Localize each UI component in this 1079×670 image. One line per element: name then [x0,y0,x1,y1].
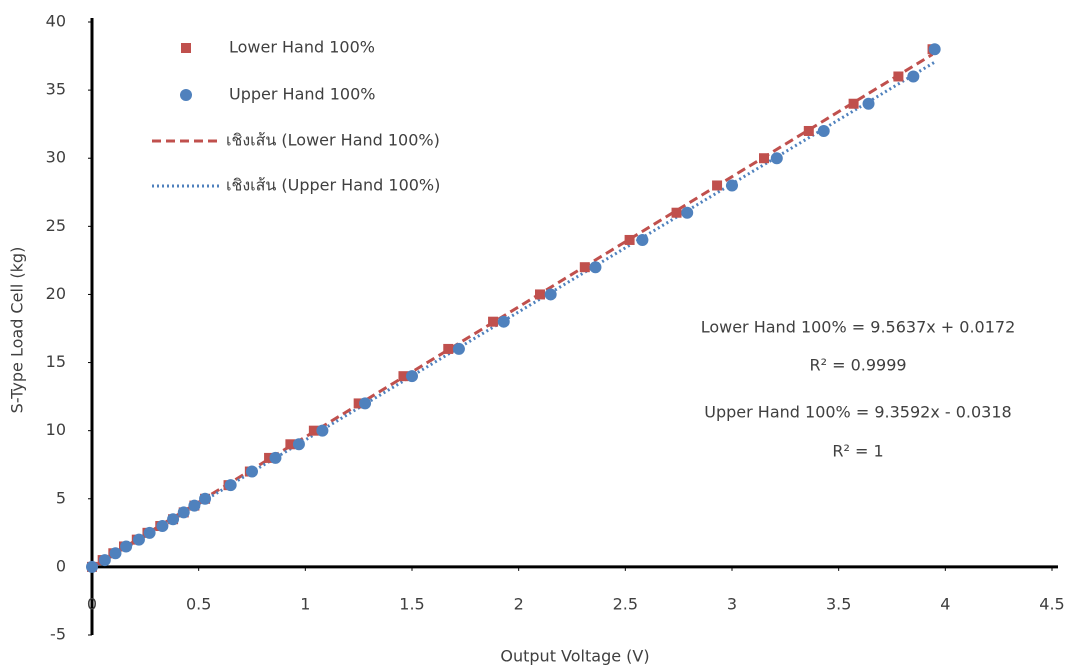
x-tick-label: 4.5 [1039,595,1064,614]
legend-label: Lower Hand 100% [229,38,375,57]
point [929,43,941,55]
annotation: Upper Hand 100% = 9.3592x - 0.0318 [704,403,1011,422]
point [712,180,722,190]
y-tick-label: 40 [46,12,66,31]
point [246,466,258,478]
annotation: Lower Hand 100% = 9.5637x + 0.0172 [701,318,1016,337]
legend-marker [180,89,192,101]
point [818,125,830,137]
point [893,71,903,81]
x-axis-title: Output Voltage (V) [500,647,649,666]
point [804,126,814,136]
point [589,261,601,273]
point [293,438,305,450]
annotation: R² = 1 [832,442,883,461]
point [167,513,179,525]
point [316,425,328,437]
point [156,520,168,532]
point [849,99,859,109]
point [681,207,693,219]
point [453,343,465,355]
point [109,547,121,559]
y-tick-label: -5 [50,625,66,644]
x-tick-label: 3 [727,595,737,614]
y-tick-label: 35 [46,80,66,99]
y-tick-label: 30 [46,148,66,167]
point [133,534,145,546]
chart: Output Voltage (V) S-Type Load Cell (kg)… [0,0,1079,670]
legend-marker [181,43,191,53]
legend-label: เชิงเส้น (Upper Hand 100%) [226,176,440,195]
x-tick-label: 4 [940,595,950,614]
point [178,506,190,518]
x-tick-label: 1 [300,595,310,614]
point [269,452,281,464]
point [359,397,371,409]
point [726,179,738,191]
point [863,98,875,110]
point [199,493,211,505]
x-tick-label: 0 [87,595,97,614]
point [636,234,648,246]
y-tick-label: 5 [56,488,66,507]
point [535,289,545,299]
point [99,554,111,566]
point [771,152,783,164]
point [188,500,200,512]
annotation: R² = 0.9999 [809,356,906,375]
x-tick-label: 2 [514,595,524,614]
point [545,288,557,300]
point [672,208,682,218]
x-tick-label: 0.5 [186,595,211,614]
legend-label: เชิงเส้น (Lower Hand 100%) [226,131,440,150]
y-tick-label: 20 [46,284,66,303]
point [443,344,453,354]
point [120,540,132,552]
point [406,370,418,382]
y-tick-label: 25 [46,216,66,235]
point [225,479,237,491]
legend-label: Upper Hand 100% [229,85,376,104]
point [488,317,498,327]
y-axis-title: S-Type Load Cell (kg) [8,247,27,414]
point [580,262,590,272]
x-tick-label: 3.5 [826,595,851,614]
y-tick-label: 0 [56,556,66,575]
point [144,527,156,539]
y-tick-label: 10 [46,420,66,439]
x-tick-label: 1.5 [399,595,424,614]
trendline [92,62,935,568]
point [759,153,769,163]
point [86,561,98,573]
y-tick-label: 15 [46,352,66,371]
x-tick-label: 2.5 [613,595,638,614]
point [498,316,510,328]
point [625,235,635,245]
point [907,70,919,82]
